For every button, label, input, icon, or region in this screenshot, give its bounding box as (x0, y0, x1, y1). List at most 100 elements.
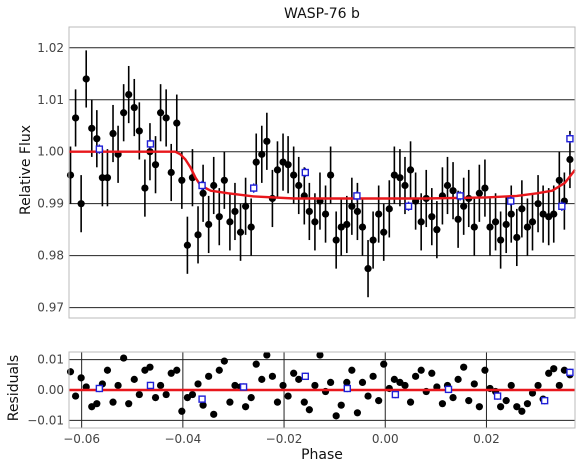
top-binned-point (146, 140, 155, 148)
bottom-data-point (358, 378, 367, 386)
top-data-point (98, 174, 106, 182)
top-data-point (241, 202, 250, 210)
bottom-data-point (502, 397, 510, 405)
bottom-data-point (290, 369, 298, 377)
top-data-point (385, 205, 393, 213)
bottom-data-point (507, 381, 515, 390)
bottom-data-point (550, 365, 558, 373)
bottom-data-point (194, 380, 202, 388)
top-data-point (247, 223, 255, 231)
bottom-data-point (188, 390, 197, 399)
bottom-data-point (406, 398, 415, 406)
top-data-point (109, 129, 117, 138)
bottom-data-point (353, 409, 362, 417)
bottom-data-point (401, 381, 409, 390)
top-data-point (454, 215, 462, 223)
bottom-binned-point (444, 385, 453, 394)
bottom-data-point (252, 360, 260, 368)
top-data-point (534, 200, 542, 208)
top-data-point (295, 181, 303, 190)
top-data-point (103, 174, 112, 182)
bottom-data-point (210, 410, 218, 418)
top-data-point (199, 189, 207, 197)
bottom-data-point (475, 403, 483, 411)
bottom-data-point (167, 369, 175, 377)
bottom-data-point (151, 394, 160, 402)
bottom-data-point (130, 375, 138, 383)
bottom-data-point (454, 375, 462, 383)
bottom-data-point (300, 398, 308, 406)
bottom-data-point (71, 392, 80, 400)
top-ytick-label: 0.98 (37, 249, 64, 263)
bottom-xtick-label: 0.00 (372, 432, 399, 446)
top-data-point (141, 184, 149, 192)
bottom-data-point (120, 354, 128, 362)
top-binned-point (95, 145, 104, 153)
bottom-xtick-label: −0.02 (266, 432, 303, 446)
top-binned-point (507, 197, 515, 205)
bottom-binned-point (566, 368, 574, 377)
bottom-data-point (162, 390, 170, 399)
top-binned-point (566, 135, 574, 143)
top-data-point (523, 223, 532, 231)
bottom-data-point (555, 381, 563, 390)
top-data-point (215, 213, 223, 221)
top-data-point (539, 210, 547, 218)
top-data-point (77, 200, 85, 208)
top-data-point (156, 109, 165, 117)
top-data-point (183, 241, 192, 249)
top-data-point (167, 168, 175, 177)
top-data-point (433, 226, 441, 234)
bottom-data-point (438, 400, 447, 408)
bottom-data-point (364, 392, 372, 400)
bottom-ytick-label: 0.01 (37, 353, 64, 367)
top-data-point (220, 176, 228, 184)
top-data-point (518, 205, 526, 213)
bottom-data-point (428, 369, 436, 377)
top-data-point (120, 109, 128, 117)
top-data-point (263, 137, 271, 145)
top-data-point (327, 171, 335, 179)
bottom-data-point (103, 366, 112, 374)
top-data-point (364, 265, 372, 273)
bottom-data-point (156, 381, 165, 390)
top-data-point (178, 176, 186, 184)
bottom-data-point (125, 400, 133, 408)
bottom-binned-point (301, 372, 310, 381)
top-data-point (210, 181, 218, 190)
bottom-data-point (375, 397, 383, 405)
bottom-binned-point (540, 396, 549, 405)
top-data-point (502, 220, 510, 229)
bottom-data-point (173, 366, 181, 374)
top-data-point (497, 236, 505, 244)
top-data-point (236, 228, 245, 236)
bottom-data-point (523, 400, 532, 408)
bottom-xlabel: Phase (301, 447, 343, 463)
bottom-data-point (369, 372, 377, 380)
bottom-data-point (481, 366, 489, 374)
top-model-line (69, 150, 576, 200)
top-data-point (491, 218, 500, 226)
top-binned-point (301, 168, 310, 177)
bottom-data-point (220, 357, 228, 365)
top-data-point (460, 202, 468, 210)
top-binned-point (456, 192, 464, 200)
top-data-point (369, 236, 377, 244)
bottom-data-point (327, 378, 335, 386)
bottom-xtick-label: −0.04 (164, 432, 201, 446)
bottom-ylabel: Residuals (6, 355, 22, 421)
bottom-data-point (465, 397, 473, 405)
bottom-data-point (390, 375, 398, 383)
top-binned-point (558, 202, 566, 210)
top-data-point (428, 213, 436, 221)
top-data-point (417, 218, 425, 226)
bottom-data-point (226, 398, 234, 406)
bottom-data-point (348, 366, 356, 374)
bottom-binned-point (198, 395, 206, 403)
top-data-point (486, 223, 494, 231)
bottom-data-point (66, 368, 75, 376)
bottom-data-point (279, 381, 287, 390)
top-data-point (284, 161, 292, 169)
top-data-point (443, 181, 452, 190)
